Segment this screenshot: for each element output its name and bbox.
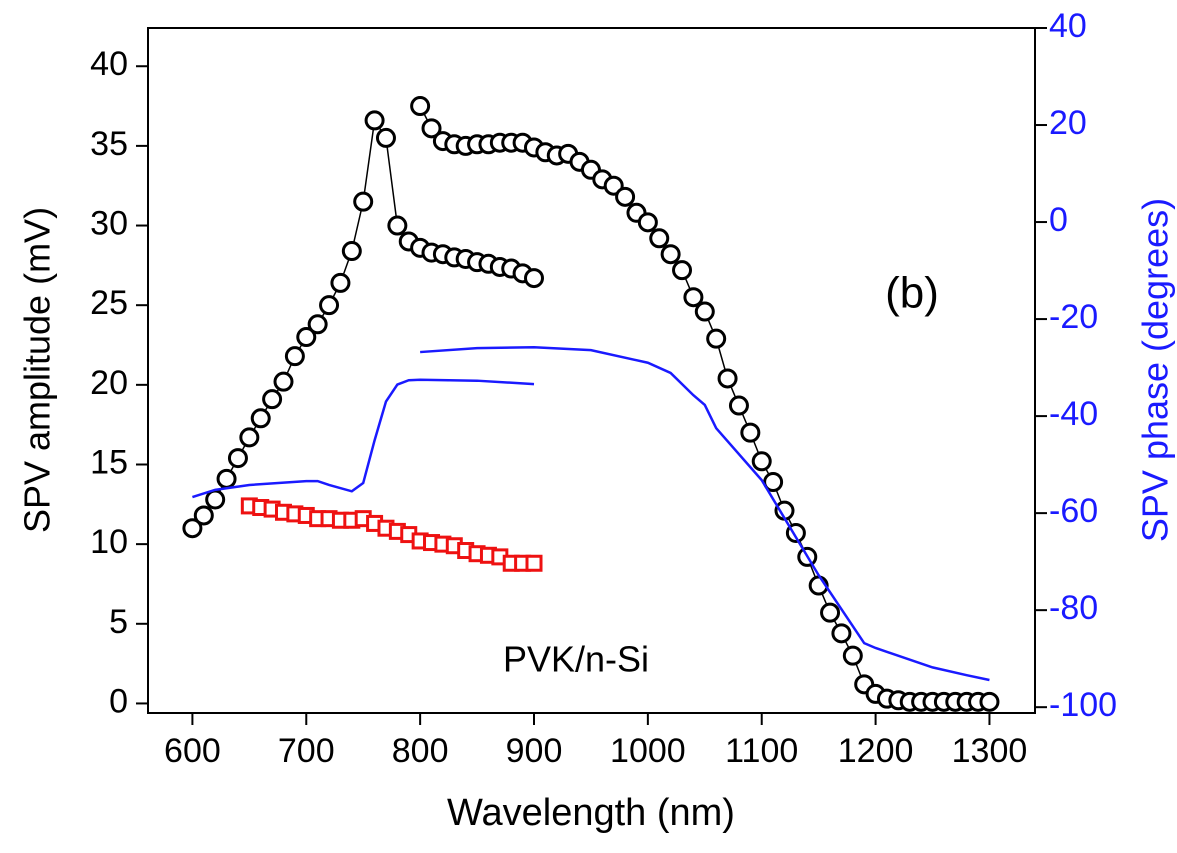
data-point — [751, 451, 772, 472]
data-point — [239, 427, 260, 448]
data-point — [353, 191, 374, 212]
y-axis-label: SPV amplitude (mV) — [17, 207, 58, 533]
series-line — [192, 378, 535, 499]
data-point — [694, 301, 715, 322]
data-point — [820, 602, 841, 623]
y2-tick-label: 0 — [1049, 201, 1068, 239]
y-tick-label: 15 — [90, 443, 128, 481]
data-point — [525, 554, 543, 572]
y-tick-label: 25 — [90, 284, 128, 322]
x-tick-label: 1200 — [838, 732, 914, 770]
data-point — [387, 215, 408, 236]
y2-tick-label: 20 — [1049, 104, 1087, 142]
data-point — [979, 691, 1000, 712]
data-point — [672, 260, 693, 281]
data-point — [227, 448, 248, 469]
x-tick-label: 1000 — [610, 732, 686, 770]
data-point — [740, 422, 761, 443]
x-axis-label: Wavelength (nm) — [447, 792, 735, 834]
data-point — [683, 287, 704, 308]
data-point — [273, 371, 294, 392]
data-point — [284, 346, 305, 367]
data-point — [375, 127, 396, 148]
x-tick-label: 700 — [278, 732, 335, 770]
y-tick-label: 0 — [109, 682, 128, 720]
y2-tick-label: -20 — [1049, 298, 1098, 336]
data-point — [763, 472, 784, 493]
y-tick-label: 20 — [90, 364, 128, 402]
y-tick-label: 35 — [90, 125, 128, 163]
data-point — [421, 118, 442, 139]
panel-label: (b) — [885, 269, 939, 318]
y-tick-label: 40 — [90, 45, 128, 83]
data-point — [523, 268, 544, 289]
y2-tick-label: -60 — [1049, 492, 1098, 530]
data-point — [341, 241, 362, 262]
data-point — [319, 295, 340, 316]
data-point — [660, 244, 681, 265]
x-tick-label: 600 — [164, 732, 221, 770]
y2-tick-label: -100 — [1049, 686, 1117, 724]
data-point — [262, 389, 283, 410]
plot-frame — [147, 27, 1036, 714]
data-point — [410, 96, 431, 117]
sample-label: PVK/n-Si — [503, 639, 649, 680]
y2-axis-label: SPV phase (degrees) — [1135, 198, 1176, 542]
data-point — [216, 468, 237, 489]
y-tick-label: 30 — [90, 205, 128, 243]
y2-tick-label: 40 — [1049, 7, 1087, 45]
y2-tick-label: -40 — [1049, 395, 1098, 433]
y-tick-label: 5 — [109, 603, 128, 641]
data-point — [615, 186, 636, 207]
series-line — [420, 345, 990, 682]
data-point — [728, 395, 749, 416]
data-point — [330, 272, 351, 293]
x-tick-label: 800 — [392, 732, 449, 770]
x-tick-label: 1100 — [725, 732, 798, 770]
data-point — [706, 328, 727, 349]
data-point — [307, 314, 328, 335]
data-point — [296, 327, 317, 348]
y-tick-label: 10 — [90, 523, 128, 561]
data-point — [637, 212, 658, 233]
data-point — [717, 368, 738, 389]
data-point — [250, 408, 271, 429]
data-point — [842, 645, 863, 666]
x-tick-label: 900 — [506, 732, 563, 770]
data-point — [193, 505, 214, 526]
data-point — [364, 110, 385, 131]
data-point — [831, 623, 852, 644]
x-tick-label: 1300 — [952, 732, 1028, 770]
data-point — [649, 228, 670, 249]
y2-tick-label: -80 — [1049, 589, 1098, 627]
series-line — [191, 118, 535, 529]
data-point — [182, 518, 203, 539]
data-point — [205, 489, 226, 510]
